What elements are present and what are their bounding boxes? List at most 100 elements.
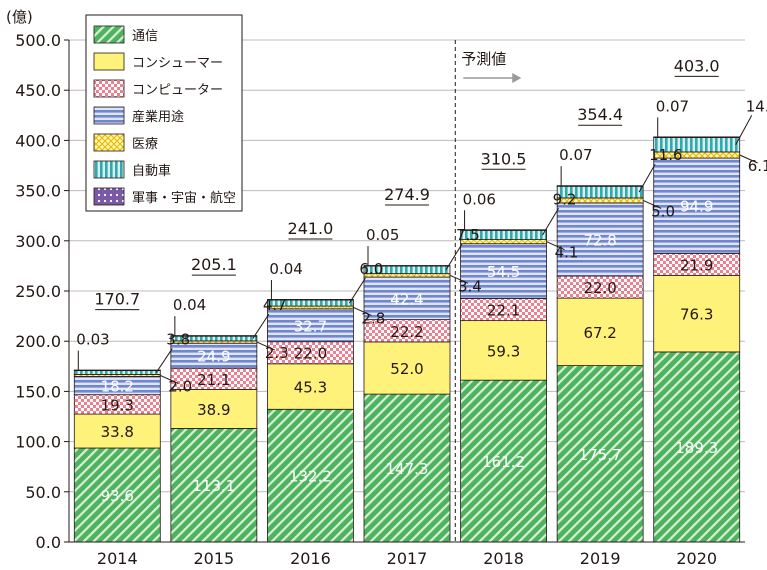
callout-label: 7.5 — [456, 226, 480, 244]
total-label: 274.9 — [384, 185, 430, 204]
segment-label: 21.9 — [680, 256, 713, 274]
bar-segment — [363, 276, 451, 321]
bar-segment — [460, 229, 547, 231]
x-tick-label: 2015 — [193, 549, 234, 568]
total-label: 354.4 — [577, 105, 623, 124]
bar-segment — [267, 308, 354, 343]
bar-segment — [170, 335, 258, 337]
legend-swatch — [93, 52, 125, 71]
x-tick-label: 2017 — [387, 549, 428, 568]
segment-label: 113.1 — [192, 477, 235, 495]
bar-segment — [73, 369, 161, 372]
callout-leader — [160, 374, 179, 384]
bar-segment — [653, 351, 741, 543]
total-labels: 170.7 205.1 241.0 274.9 310.5 354.4 403.0 — [94, 56, 720, 311]
segment-label: 42.4 — [390, 290, 423, 308]
legend-swatch — [93, 187, 125, 206]
y-tick-label: 300.0 — [15, 232, 61, 251]
segment-label: 22.0 — [294, 345, 327, 363]
unit-label: (億) — [6, 8, 33, 26]
legend-label: 産業用途 — [132, 109, 184, 125]
y-tick-label: 100.0 — [15, 433, 61, 452]
callout-leader — [349, 277, 366, 304]
bar-segment — [267, 363, 354, 410]
y-tick-label: 0.0 — [36, 533, 61, 552]
legend-label: 自動車 — [132, 164, 171, 179]
bar-segment — [653, 136, 741, 138]
segment-label: 32.7 — [294, 317, 327, 335]
y-tick-label: 150.0 — [15, 382, 61, 401]
legend-swatch — [93, 106, 125, 125]
callout-label: 3.8 — [166, 331, 190, 349]
legend-swatch — [93, 133, 125, 152]
callout-leader — [445, 243, 463, 271]
callout-label: 14.4 — [746, 97, 767, 115]
segment-label: 19.3 — [101, 396, 134, 414]
bar-segment — [170, 388, 258, 429]
callout-leader — [252, 313, 270, 339]
total-label: 403.0 — [674, 56, 720, 75]
y-tick-label: 350.0 — [15, 182, 61, 201]
y-tick-label: 500.0 — [15, 31, 61, 50]
callout-leader — [256, 341, 276, 351]
callout-leader — [642, 199, 662, 209]
bar-segment — [267, 299, 354, 301]
legend-swatch — [93, 79, 125, 98]
segment-label: 22.0 — [583, 279, 616, 297]
bar-segment — [460, 320, 547, 381]
bar-segment — [73, 447, 161, 543]
segment-label: 189.3 — [675, 439, 718, 457]
callout-label: 0.05 — [366, 226, 399, 244]
segment-labels: 93.6 33.8 19.318.2 113.1 38.9 21.1 24.9 132.2 45… — [101, 198, 719, 505]
y-tick-label: 400.0 — [15, 131, 61, 150]
x-tick-label: 2018 — [483, 549, 524, 568]
callout-label: 9.2 — [553, 190, 577, 208]
segment-label: 33.8 — [101, 423, 134, 441]
callout-leader — [353, 307, 372, 316]
legend-label: コンシューマー — [132, 56, 223, 71]
segment-label: 93.6 — [101, 487, 134, 505]
callout-leader — [638, 163, 656, 193]
bar-segment — [73, 413, 161, 449]
legend-label: 通信 — [132, 29, 158, 44]
callout-leader — [739, 154, 758, 164]
bar-segment — [267, 408, 354, 543]
callout-leader — [735, 115, 753, 145]
bar-segment — [653, 157, 741, 254]
x-tick-label: 2020 — [676, 549, 717, 568]
bar-segment — [363, 265, 451, 267]
bar-segment — [653, 274, 741, 353]
callout-label: 0.07 — [656, 97, 689, 115]
legend-label: 医療 — [132, 137, 158, 152]
forecast-label: 予測値 — [461, 50, 506, 68]
bars — [73, 136, 741, 543]
arrow-right-icon — [512, 73, 522, 83]
segment-label: 21.1 — [197, 371, 230, 389]
x-tick-label: 2016 — [290, 549, 331, 568]
callout-leader — [542, 208, 560, 236]
callout-label: 11.6 — [649, 146, 682, 164]
total-label: 170.7 — [94, 290, 140, 309]
total-label: 205.1 — [191, 255, 237, 274]
x-tick-label: 2019 — [580, 549, 621, 568]
callout-label: 0.03 — [76, 331, 109, 349]
callout-label: 0.04 — [269, 260, 302, 278]
segment-label: 22.1 — [487, 302, 520, 320]
bar-segment — [73, 370, 161, 375]
segment-label: 72.8 — [583, 231, 616, 249]
segment-label: 161.2 — [482, 453, 525, 471]
bar-segment — [556, 202, 644, 277]
segment-label: 132.2 — [289, 468, 332, 486]
segment-label: 18.2 — [101, 378, 134, 396]
bar-segment — [556, 185, 644, 187]
segment-label: 54.5 — [487, 263, 520, 281]
callouts: 2.03.80.032.34.70.042.86.00.043.47.50.05… — [76, 97, 767, 395]
segment-label: 52.0 — [390, 360, 423, 378]
bar-segment — [556, 297, 644, 366]
y-tick-label: 50.0 — [25, 483, 61, 502]
segment-label: 24.9 — [197, 348, 230, 366]
callout-leader — [449, 274, 469, 284]
